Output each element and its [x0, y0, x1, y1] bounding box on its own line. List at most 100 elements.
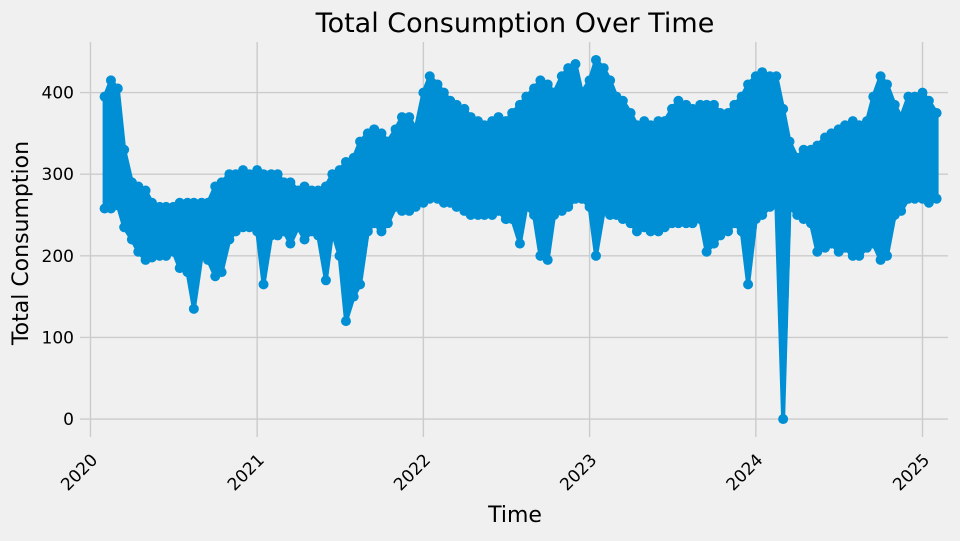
- data-point-low: [382, 218, 393, 229]
- data-point-high: [188, 197, 199, 208]
- data-point-high: [479, 120, 490, 131]
- y-tick-label: 400: [42, 84, 74, 104]
- data-point-high: [909, 91, 920, 102]
- data-point-high: [451, 99, 462, 110]
- data-point-low: [396, 205, 407, 216]
- data-point-high: [432, 79, 443, 90]
- data-point-low: [279, 226, 290, 237]
- data-point-low: [708, 238, 719, 249]
- data-point-low: [729, 218, 740, 229]
- data-point-low: [376, 226, 387, 237]
- data-point-high: [812, 140, 823, 151]
- data-point-low: [715, 230, 726, 241]
- x-tick-label: 2025: [889, 450, 934, 495]
- y-axis-title: Total Consumption: [9, 141, 34, 346]
- data-point-high: [757, 67, 768, 78]
- data-point-low: [826, 238, 837, 249]
- data-point-low: [313, 230, 324, 241]
- data-point-high: [230, 169, 241, 180]
- data-point-low: [355, 279, 366, 290]
- x-tick-label: 2022: [390, 450, 435, 495]
- data-point-low: [563, 201, 574, 212]
- data-point-high: [931, 108, 942, 119]
- data-point-low: [840, 242, 851, 253]
- data-point-high: [161, 201, 172, 212]
- data-point-low: [521, 201, 532, 212]
- y-tick-label: 200: [42, 247, 74, 267]
- data-point-high: [493, 112, 504, 123]
- data-point-low: [188, 303, 199, 314]
- data-point-low: [625, 218, 636, 229]
- data-point-high: [438, 87, 449, 98]
- data-point-high: [645, 120, 656, 131]
- data-point-high: [605, 75, 616, 86]
- data-point-high: [708, 99, 719, 110]
- data-point-low: [757, 210, 768, 221]
- data-point-low: [868, 238, 879, 249]
- data-point-high: [778, 103, 789, 114]
- data-point-low: [631, 226, 642, 237]
- data-point-high: [272, 169, 283, 180]
- data-point-high: [715, 108, 726, 119]
- chart-title: Total Consumption Over Time: [315, 8, 715, 39]
- data-point-high: [258, 169, 269, 180]
- data-point-high: [396, 112, 407, 123]
- series-layer: [99, 54, 942, 425]
- data-point-low: [617, 214, 628, 225]
- data-point-high: [105, 75, 116, 86]
- data-point-high: [826, 128, 837, 139]
- data-point-low: [701, 246, 712, 257]
- data-point-high: [390, 124, 401, 135]
- data-point-high: [529, 83, 540, 94]
- data-point-low: [881, 250, 892, 261]
- data-point-high: [723, 108, 734, 119]
- data-point-high: [563, 63, 574, 74]
- data-point-low: [244, 222, 255, 233]
- data-point-low: [327, 226, 338, 237]
- data-point-low: [659, 222, 670, 233]
- data-point-low: [320, 275, 331, 286]
- data-point-low: [931, 193, 942, 204]
- data-point-low: [784, 201, 795, 212]
- data-point-high: [861, 116, 872, 127]
- data-point-high: [418, 87, 429, 98]
- data-point-high: [576, 87, 587, 98]
- data-point-high: [112, 83, 123, 94]
- data-point-low: [299, 234, 310, 245]
- data-point-high: [404, 112, 415, 123]
- data-point-low: [161, 250, 172, 261]
- data-point-low: [465, 210, 476, 221]
- data-point-high: [729, 99, 740, 110]
- data-point-low: [778, 414, 789, 425]
- data-point-high: [424, 71, 435, 82]
- data-point-high: [556, 71, 567, 82]
- data-point-high: [570, 59, 581, 70]
- data-point-high: [854, 120, 865, 131]
- data-point-high: [631, 120, 642, 131]
- data-point-high: [673, 95, 684, 106]
- data-point-high: [889, 99, 900, 110]
- data-point-low: [258, 279, 269, 290]
- data-point-high: [410, 124, 421, 135]
- data-point-high: [376, 128, 387, 139]
- data-point-high: [140, 185, 151, 196]
- data-point-high: [917, 87, 928, 98]
- data-point-low: [348, 291, 359, 302]
- data-point-high: [119, 144, 130, 155]
- data-point-low: [334, 250, 345, 261]
- data-point-high: [542, 79, 553, 90]
- data-point-high: [382, 136, 393, 147]
- x-tick-label: 2024: [723, 450, 768, 495]
- data-point-high: [896, 112, 907, 123]
- data-point-high: [174, 197, 185, 208]
- data-point-high: [549, 87, 560, 98]
- data-point-high: [244, 169, 255, 180]
- data-point-high: [202, 197, 213, 208]
- x-axis-title: Time: [487, 503, 542, 528]
- data-point-high: [771, 71, 782, 82]
- data-point-low: [451, 201, 462, 212]
- data-point-low: [743, 279, 754, 290]
- data-point-low: [535, 250, 546, 261]
- data-point-low: [112, 200, 123, 211]
- data-point-high: [792, 152, 803, 163]
